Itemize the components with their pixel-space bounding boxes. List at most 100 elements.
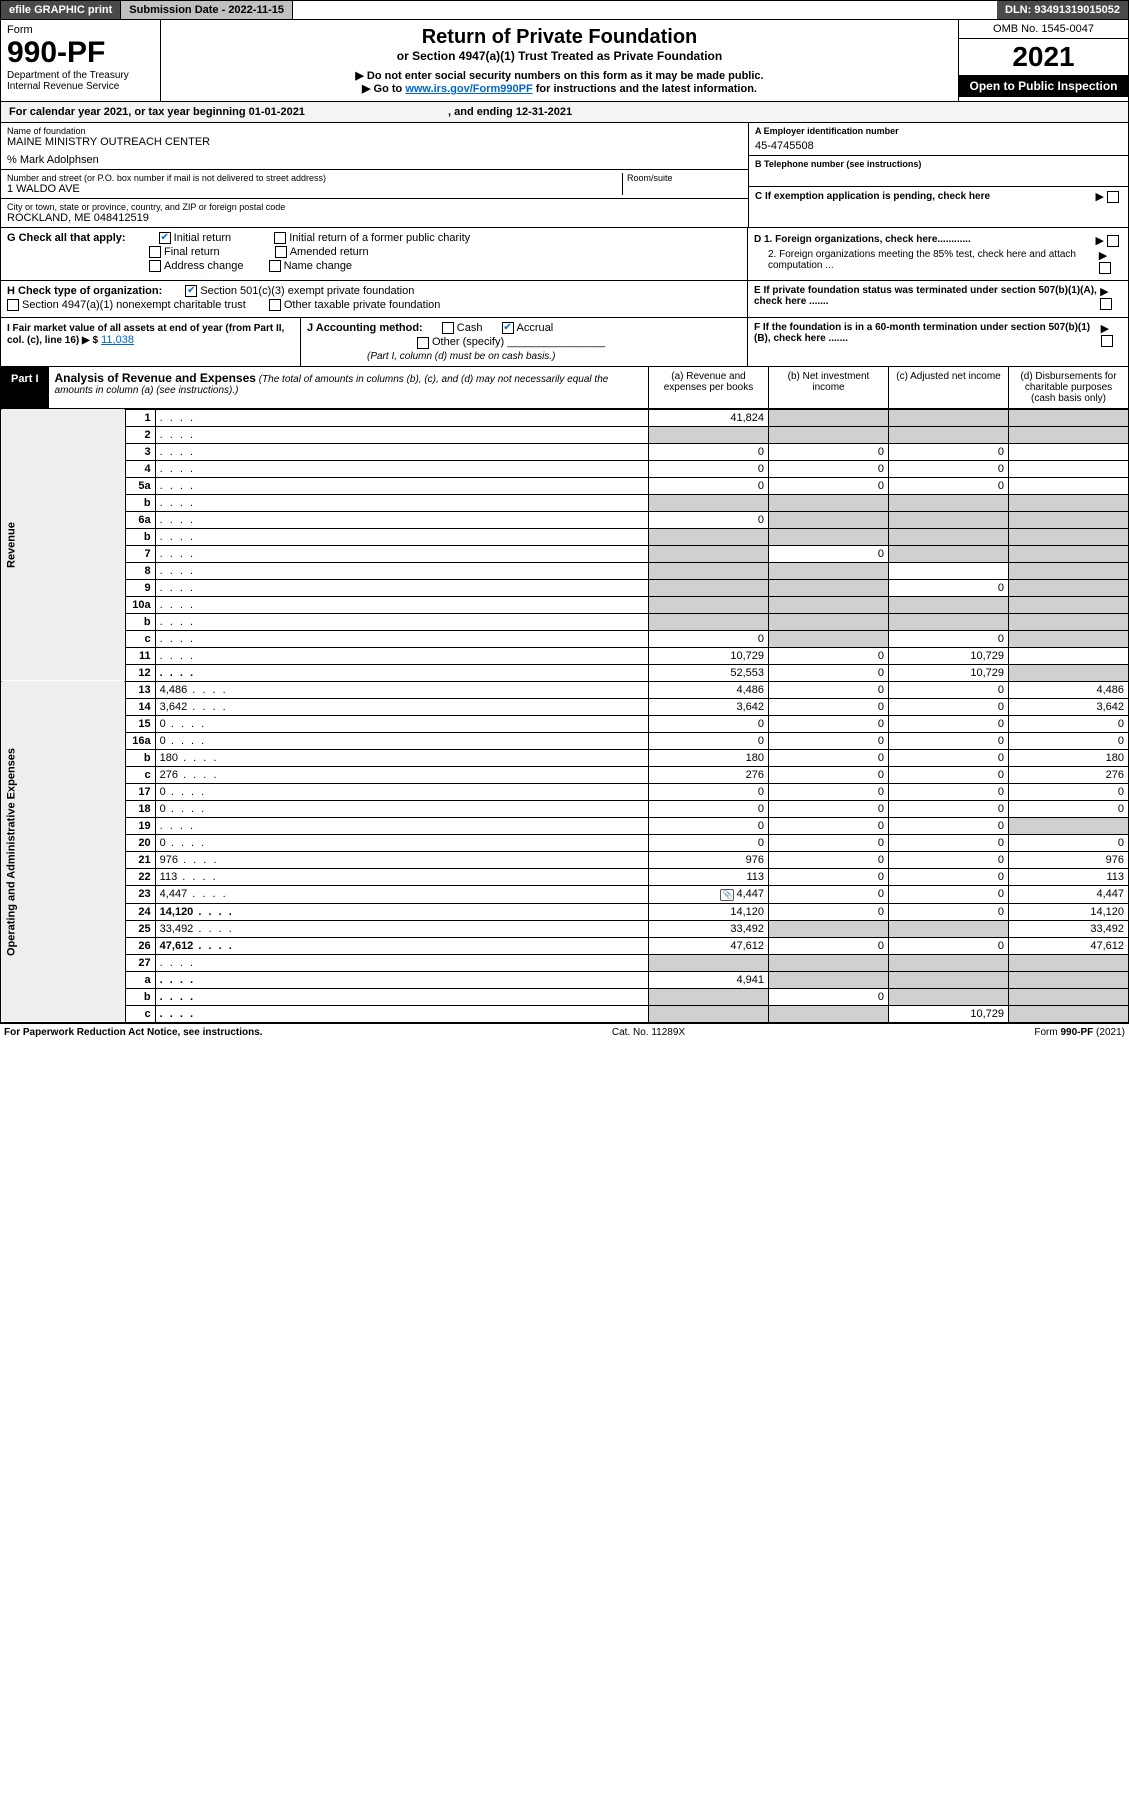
g-initial-checkbox[interactable]: ✔ xyxy=(159,232,171,244)
row-desc: . . . . xyxy=(155,477,648,494)
cell-b: 0 xyxy=(769,545,889,562)
row-number: c xyxy=(125,766,155,783)
cell-b: 0 xyxy=(769,817,889,834)
row-number: 6a xyxy=(125,511,155,528)
d2-label: 2. Foreign organizations meeting the 85%… xyxy=(754,249,1099,274)
d2-checkbox[interactable] xyxy=(1099,262,1111,274)
row-number: 17 xyxy=(125,783,155,800)
j-accrual: Accrual xyxy=(517,322,554,334)
cell-d xyxy=(1009,596,1129,613)
cell-c xyxy=(889,971,1009,988)
form-subtitle: or Section 4947(a)(1) Trust Treated as P… xyxy=(169,49,950,63)
h-other-checkbox[interactable] xyxy=(269,299,281,311)
cell-a: 📎4,447 xyxy=(649,885,769,903)
irs-label: Internal Revenue Service xyxy=(7,81,154,92)
cell-a: 0 xyxy=(649,783,769,800)
instr-ssn: ▶ Do not enter social security numbers o… xyxy=(169,69,950,82)
g-final-checkbox[interactable] xyxy=(149,246,161,258)
cell-a: 0 xyxy=(649,834,769,851)
cell-b xyxy=(769,494,889,511)
g-amended-checkbox[interactable] xyxy=(275,246,287,258)
cell-c: 0 xyxy=(889,630,1009,647)
topbar-spacer xyxy=(293,1,997,19)
cell-c: 0 xyxy=(889,783,1009,800)
part1-header: Part I Analysis of Revenue and Expenses … xyxy=(0,367,1129,409)
g-name-checkbox[interactable] xyxy=(269,260,281,272)
cell-c: 0 xyxy=(889,749,1009,766)
cell-d xyxy=(1009,528,1129,545)
row-number: 26 xyxy=(125,937,155,954)
cell-b: 0 xyxy=(769,443,889,460)
cell-d xyxy=(1009,409,1129,426)
row-number: 20 xyxy=(125,834,155,851)
row-number: 24 xyxy=(125,903,155,920)
j-label: J Accounting method: xyxy=(307,322,423,334)
cell-b: 0 xyxy=(769,937,889,954)
table-row: 170 . . . .0000 xyxy=(1,783,1129,800)
cell-a xyxy=(649,596,769,613)
h-501c3-checkbox[interactable]: ✔ xyxy=(185,285,197,297)
cell-c: 10,729 xyxy=(889,647,1009,664)
row-number: 22 xyxy=(125,868,155,885)
cell-d xyxy=(1009,1005,1129,1022)
table-row: 27 . . . . xyxy=(1,954,1129,971)
row-number: 25 xyxy=(125,920,155,937)
form-header: Form 990-PF Department of the Treasury I… xyxy=(0,20,1129,102)
cell-a: 0 xyxy=(649,477,769,494)
row-desc: . . . . xyxy=(155,545,648,562)
cell-a: 14,120 xyxy=(649,903,769,920)
row-desc: . . . . xyxy=(155,630,648,647)
row-desc: . . . . xyxy=(155,817,648,834)
row-desc: 4,486 . . . . xyxy=(155,681,648,698)
cell-c: 0 xyxy=(889,732,1009,749)
section-label: Revenue xyxy=(1,409,126,681)
e-checkbox[interactable] xyxy=(1100,298,1112,310)
j-accrual-checkbox[interactable]: ✔ xyxy=(502,322,514,334)
h-4947-checkbox[interactable] xyxy=(7,299,19,311)
row-desc: 0 . . . . xyxy=(155,783,648,800)
cell-a xyxy=(649,528,769,545)
col-b-header: (b) Net investment income xyxy=(768,367,888,408)
cell-b: 0 xyxy=(769,460,889,477)
row-number: 11 xyxy=(125,647,155,664)
cell-b: 0 xyxy=(769,766,889,783)
g-address-checkbox[interactable] xyxy=(149,260,161,272)
part1-title: Analysis of Revenue and Expenses xyxy=(55,371,256,385)
header-left: Form 990-PF Department of the Treasury I… xyxy=(1,20,161,101)
top-bar: efile GRAPHIC print Submission Date - 20… xyxy=(0,0,1129,20)
cell-b xyxy=(769,596,889,613)
table-row: b . . . . xyxy=(1,494,1129,511)
irs-link[interactable]: www.irs.gov/Form990PF xyxy=(405,83,532,95)
phone-label: B Telephone number (see instructions) xyxy=(755,159,1122,169)
cell-b xyxy=(769,579,889,596)
cell-d xyxy=(1009,443,1129,460)
cell-c xyxy=(889,426,1009,443)
row-number: b xyxy=(125,528,155,545)
row-number: b xyxy=(125,613,155,630)
g-former-checkbox[interactable] xyxy=(274,232,286,244)
cell-c: 0 xyxy=(889,903,1009,920)
foundation-name: MAINE MINISTRY OUTREACH CENTER xyxy=(7,136,742,148)
table-row: b180 . . . .18000180 xyxy=(1,749,1129,766)
row-number: 27 xyxy=(125,954,155,971)
cell-b xyxy=(769,528,889,545)
cell-b: 0 xyxy=(769,647,889,664)
cell-a: 0 xyxy=(649,460,769,477)
j-other-checkbox[interactable] xyxy=(417,337,429,349)
row-number: 2 xyxy=(125,426,155,443)
j-cash-checkbox[interactable] xyxy=(442,322,454,334)
d-section: D 1. Foreign organizations, check here..… xyxy=(748,228,1128,280)
cell-a: 0 xyxy=(649,817,769,834)
f-checkbox[interactable] xyxy=(1101,335,1113,347)
row-number: c xyxy=(125,1005,155,1022)
c-checkbox[interactable] xyxy=(1107,191,1119,203)
cell-d: 0 xyxy=(1009,834,1129,851)
d1-checkbox[interactable] xyxy=(1107,235,1119,247)
instr-post: for instructions and the latest informat… xyxy=(533,83,757,95)
entity-left: Name of foundation MAINE MINISTRY OUTREA… xyxy=(1,123,748,227)
cell-d: 14,120 xyxy=(1009,903,1129,920)
cell-d: 0 xyxy=(1009,783,1129,800)
cell-c: 0 xyxy=(889,817,1009,834)
entity-info: Name of foundation MAINE MINISTRY OUTREA… xyxy=(0,123,1129,228)
attachment-icon[interactable]: 📎 xyxy=(720,889,734,901)
